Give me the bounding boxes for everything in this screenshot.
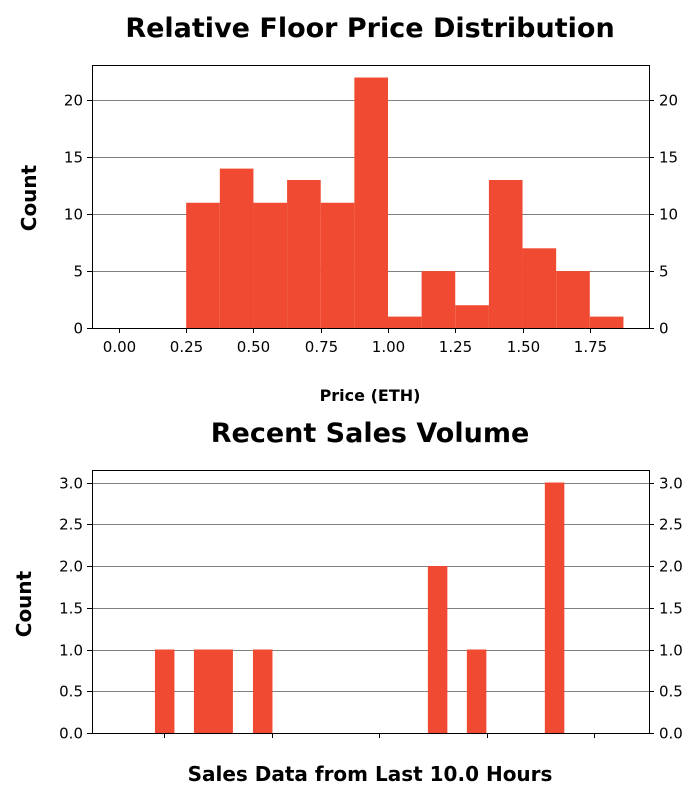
y-tick-label: 1.0 xyxy=(59,642,83,660)
histogram-bar xyxy=(287,179,321,328)
x-tick-label: 0.00 xyxy=(103,338,136,356)
histogram-bar xyxy=(466,649,487,733)
x-tick-label: 1.25 xyxy=(439,338,472,356)
histogram-bar xyxy=(219,168,254,328)
x-tick-label: 0.50 xyxy=(237,338,270,356)
histogram-bar xyxy=(455,305,489,328)
y-tick-label-right: 3.0 xyxy=(659,475,683,493)
y-tick-label: 0.5 xyxy=(59,683,83,701)
price-distribution-chart: Relative Floor Price Distribution Count … xyxy=(17,13,678,405)
histogram-bar xyxy=(320,202,355,328)
x-tick-label: 1.50 xyxy=(507,338,540,356)
histogram-bar xyxy=(544,482,565,733)
plot-frame xyxy=(92,65,650,329)
y-tick-label-right: 2.0 xyxy=(659,558,683,576)
y-tick-label: 3.0 xyxy=(59,475,83,493)
y-tick-label-right: 15 xyxy=(659,149,678,167)
histogram-bar xyxy=(488,179,523,328)
y-tick-label-right: 0 xyxy=(659,320,669,338)
y-axis-label: Count xyxy=(12,570,36,637)
y-tick-label-right: 1.0 xyxy=(659,642,683,660)
histogram-bar xyxy=(186,202,220,328)
y-tick-label: 10 xyxy=(64,206,83,224)
y-axis-label: Count xyxy=(17,164,41,231)
x-tick-label: 0.75 xyxy=(305,338,338,356)
y-tick-label-right: 5 xyxy=(659,263,669,281)
y-tick-label: 1.5 xyxy=(59,600,83,618)
x-tick-label: 0.25 xyxy=(170,338,203,356)
histogram-bar xyxy=(253,202,288,328)
x-axis-label: Price (ETH) xyxy=(320,386,421,405)
y-tick-label: 2.0 xyxy=(59,558,83,576)
y-tick-label: 0 xyxy=(73,320,83,338)
y-tick-label-right: 20 xyxy=(659,92,678,110)
x-tick-label: 1.00 xyxy=(372,338,405,356)
histogram-bar xyxy=(522,248,557,328)
plot-frame xyxy=(92,470,650,734)
chart-title: Recent Sales Volume xyxy=(211,418,530,449)
y-tick-label-right: 0.5 xyxy=(659,683,683,701)
histogram-bar xyxy=(556,271,590,328)
histogram-bar xyxy=(421,271,456,328)
histogram-bar xyxy=(252,649,273,733)
histogram-bar xyxy=(354,77,388,329)
y-tick-label: 15 xyxy=(64,149,83,167)
histogram-bar xyxy=(154,649,175,733)
histogram-bar xyxy=(387,316,422,328)
x-tick-label: 1.75 xyxy=(574,338,607,356)
y-tick-label: 5 xyxy=(73,263,83,281)
histogram-bar xyxy=(589,316,624,328)
y-tick-label: 2.5 xyxy=(59,516,83,534)
sales-volume-chart: Recent Sales Volume Count Sales Data fro… xyxy=(12,418,683,786)
y-tick-label-right: 2.5 xyxy=(659,516,683,534)
y-tick-label: 0.0 xyxy=(59,725,83,743)
x-axis-label: Sales Data from Last 10.0 Hours xyxy=(188,762,553,786)
y-tick-label-right: 0.0 xyxy=(659,725,683,743)
y-tick-label: 20 xyxy=(64,92,83,110)
y-tick-label-right: 10 xyxy=(659,206,678,224)
histogram-bar xyxy=(193,649,233,733)
y-tick-label-right: 1.5 xyxy=(659,600,683,618)
histogram-bar xyxy=(427,566,448,733)
chart-title: Relative Floor Price Distribution xyxy=(125,13,614,44)
